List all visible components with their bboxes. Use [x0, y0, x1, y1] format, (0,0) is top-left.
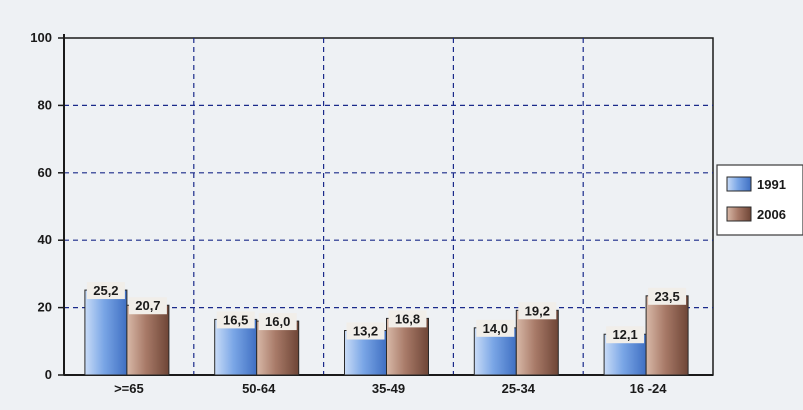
x-tick-label: >=65 [114, 381, 144, 396]
legend-swatch-2006 [726, 206, 752, 222]
x-tick-label: 50-64 [242, 381, 276, 396]
data-label: 16,0 [265, 314, 290, 329]
data-label-bg [518, 302, 557, 320]
data-label: 19,2 [525, 303, 550, 318]
y-tick-label: 20 [38, 300, 52, 315]
data-label: 20,7 [135, 298, 160, 313]
legend-label: 2006 [757, 207, 786, 222]
x-tick-label: 35-49 [372, 381, 405, 396]
data-label: 16,5 [223, 312, 248, 327]
data-label-bg [86, 282, 125, 300]
legend-label: 1991 [757, 177, 786, 192]
x-tick-label: 25-34 [502, 381, 536, 396]
data-label-bg [346, 322, 385, 340]
data-label: 13,2 [353, 324, 378, 339]
y-tick-label: 100 [30, 30, 52, 45]
data-label-bg [648, 287, 687, 305]
data-label: 14,0 [483, 321, 508, 336]
data-label-bg [606, 326, 645, 344]
data-label: 16,8 [395, 311, 420, 326]
bar-2006 [386, 317, 429, 376]
y-tick-label: 40 [38, 232, 52, 247]
legend-box [716, 164, 803, 236]
data-label-bg [216, 311, 255, 329]
y-tick-label: 60 [38, 165, 52, 180]
data-label: 12,1 [612, 327, 637, 342]
bar-2006 [515, 309, 559, 376]
x-tick-label: 16 -24 [630, 381, 668, 396]
data-label-bg [258, 313, 297, 331]
data-label: 23,5 [654, 289, 679, 304]
y-tick-label: 80 [38, 97, 52, 112]
bar-2006 [126, 304, 170, 376]
data-label: 25,2 [93, 283, 118, 298]
bar-1991 [84, 289, 128, 376]
bar-2006 [645, 295, 689, 376]
data-label-bg [128, 297, 167, 315]
data-label-bg [476, 319, 515, 337]
data-label-bg [388, 310, 427, 328]
legend-swatch-1991 [726, 176, 752, 192]
y-tick-label: 0 [45, 367, 52, 382]
